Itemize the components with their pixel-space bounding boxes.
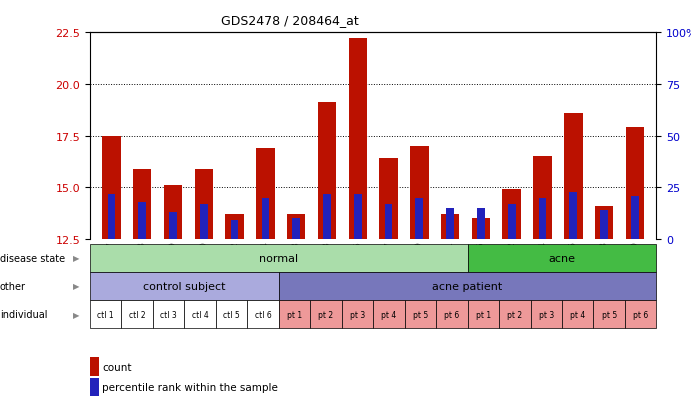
Bar (468, 244, 656, 272)
Bar (256, 149, 274, 240)
Bar (600, 211, 608, 240)
Bar (310, 300, 341, 328)
Bar (502, 190, 521, 240)
Bar (531, 300, 562, 328)
Bar (90, 300, 122, 328)
Bar (468, 300, 499, 328)
Text: other: other (0, 281, 26, 291)
Bar (90, 244, 468, 272)
Text: individual: individual (0, 309, 48, 319)
Bar (169, 213, 177, 240)
Bar (122, 300, 153, 328)
Text: pt 3: pt 3 (539, 310, 554, 319)
Bar (138, 202, 146, 240)
Text: pt 2: pt 2 (319, 310, 334, 319)
Bar (625, 128, 644, 240)
Bar (90, 378, 99, 396)
Bar (133, 169, 151, 240)
Bar (625, 300, 656, 328)
Bar (405, 300, 436, 328)
Text: ctl 3: ctl 3 (160, 310, 177, 319)
Bar (499, 300, 531, 328)
Bar (164, 186, 182, 240)
Bar (287, 215, 305, 240)
Text: pt 2: pt 2 (507, 310, 522, 319)
Text: pt 5: pt 5 (413, 310, 428, 319)
Bar (410, 147, 428, 240)
Bar (231, 221, 238, 240)
Text: ctl 5: ctl 5 (223, 310, 240, 319)
Bar (631, 196, 638, 240)
Bar (508, 204, 515, 240)
Bar (341, 300, 373, 328)
Bar (562, 300, 594, 328)
Bar (595, 206, 614, 240)
Bar (318, 103, 337, 240)
Text: pt 1: pt 1 (287, 310, 302, 319)
Bar (108, 194, 115, 240)
Text: pt 4: pt 4 (570, 310, 585, 319)
Bar (472, 219, 490, 240)
Bar (385, 204, 392, 240)
Text: pt 5: pt 5 (602, 310, 617, 319)
Text: disease state: disease state (0, 253, 65, 263)
Bar (441, 215, 460, 240)
Bar (446, 209, 454, 240)
Bar (102, 136, 121, 240)
Bar (379, 159, 398, 240)
Text: ▶: ▶ (73, 254, 79, 263)
Text: ctl 4: ctl 4 (191, 310, 209, 319)
Bar (415, 198, 423, 240)
Text: control subject: control subject (143, 281, 225, 291)
Bar (90, 357, 99, 376)
Text: pt 6: pt 6 (633, 310, 648, 319)
Bar (261, 198, 269, 240)
Text: normal: normal (259, 253, 299, 263)
Bar (477, 209, 485, 240)
Bar (594, 300, 625, 328)
Bar (354, 194, 361, 240)
Bar (436, 300, 468, 328)
Bar (292, 219, 300, 240)
Bar (278, 300, 310, 328)
Text: pt 6: pt 6 (444, 310, 460, 319)
Bar (200, 204, 207, 240)
Bar (247, 300, 278, 328)
Bar (569, 192, 577, 240)
Bar (225, 215, 244, 240)
Bar (373, 300, 405, 328)
Text: ctl 6: ctl 6 (254, 310, 272, 319)
Bar (564, 114, 583, 240)
Text: acne: acne (549, 253, 576, 263)
Bar (90, 272, 278, 300)
Bar (323, 194, 331, 240)
Text: percentile rank within the sample: percentile rank within the sample (102, 382, 278, 392)
Text: pt 1: pt 1 (476, 310, 491, 319)
Text: ▶: ▶ (73, 310, 79, 319)
Bar (216, 300, 247, 328)
Bar (184, 300, 216, 328)
Text: acne patient: acne patient (433, 281, 502, 291)
Bar (153, 300, 184, 328)
Bar (195, 169, 213, 240)
Text: ctl 2: ctl 2 (129, 310, 145, 319)
Text: pt 4: pt 4 (381, 310, 397, 319)
Text: count: count (102, 362, 131, 372)
Text: pt 3: pt 3 (350, 310, 365, 319)
Text: GDS2478 / 208464_at: GDS2478 / 208464_at (221, 14, 359, 27)
Text: ctl 1: ctl 1 (97, 310, 114, 319)
Bar (539, 198, 547, 240)
Bar (348, 39, 367, 240)
Text: ▶: ▶ (73, 282, 79, 291)
Bar (278, 272, 656, 300)
Bar (533, 157, 551, 240)
